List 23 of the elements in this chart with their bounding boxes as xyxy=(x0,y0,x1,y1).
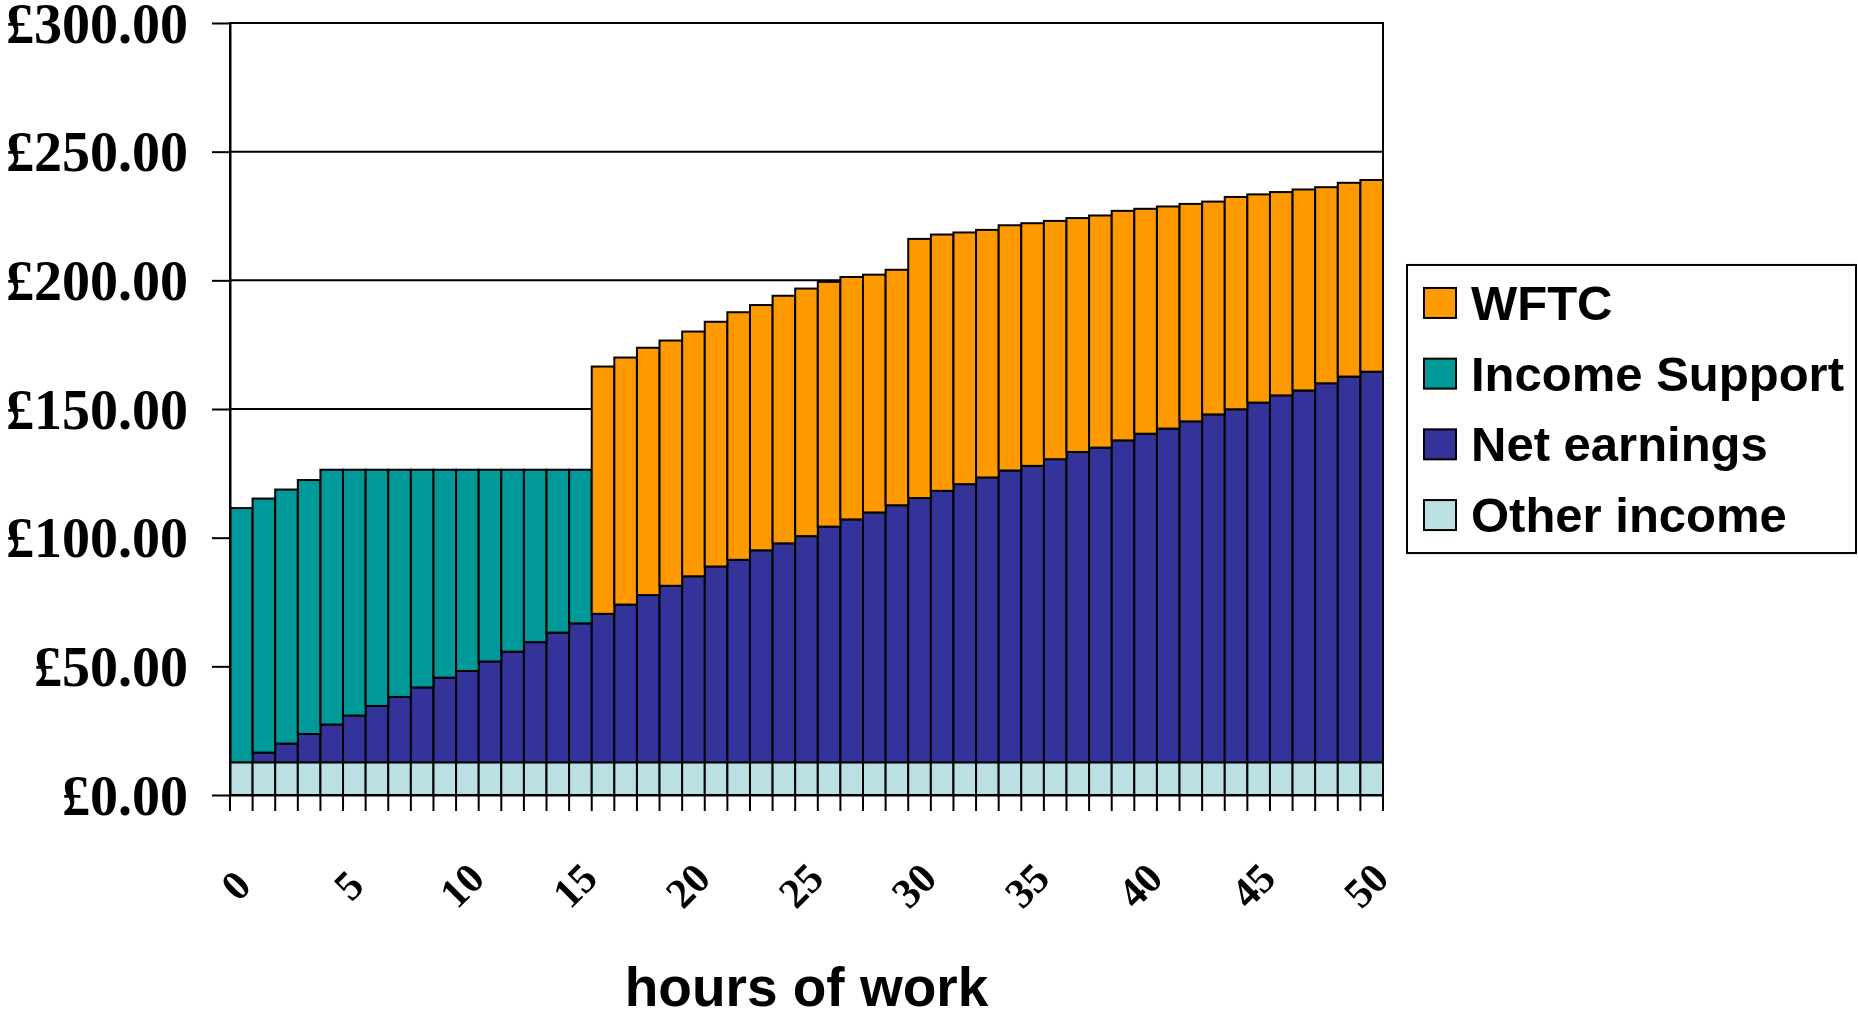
y-tick-label: £300.00 xyxy=(6,0,188,55)
x-tick-label: 5 xyxy=(325,861,373,910)
x-tick-label: 35 xyxy=(995,854,1059,917)
x-tick-label: 45 xyxy=(1222,854,1285,917)
x-tick-label: 30 xyxy=(882,854,946,917)
legend-label: Income Support xyxy=(1471,346,1844,401)
x-tick-label: 50 xyxy=(1335,854,1398,917)
x-tick-label: 0 xyxy=(212,861,260,910)
legend-label: Net earnings xyxy=(1471,417,1768,472)
y-tick-label: £150.00 xyxy=(6,378,188,441)
y-tick-label: £200.00 xyxy=(6,249,188,312)
legend-label: WFTC xyxy=(1471,276,1613,331)
x-tick-label: 15 xyxy=(543,854,607,917)
x-tick-label: 20 xyxy=(656,854,720,917)
y-tick-label: £0.00 xyxy=(62,764,188,827)
x-tick-label: 25 xyxy=(769,854,833,917)
y-tick-label: £250.00 xyxy=(6,121,188,184)
y-tick-label: £100.00 xyxy=(6,507,188,570)
x-axis-title: hours of work xyxy=(624,956,989,1016)
x-tick-label: 10 xyxy=(430,854,493,917)
x-tick-label: 40 xyxy=(1109,854,1172,917)
legend-label: Other income xyxy=(1471,488,1787,543)
y-tick-label: £50.00 xyxy=(34,635,188,698)
